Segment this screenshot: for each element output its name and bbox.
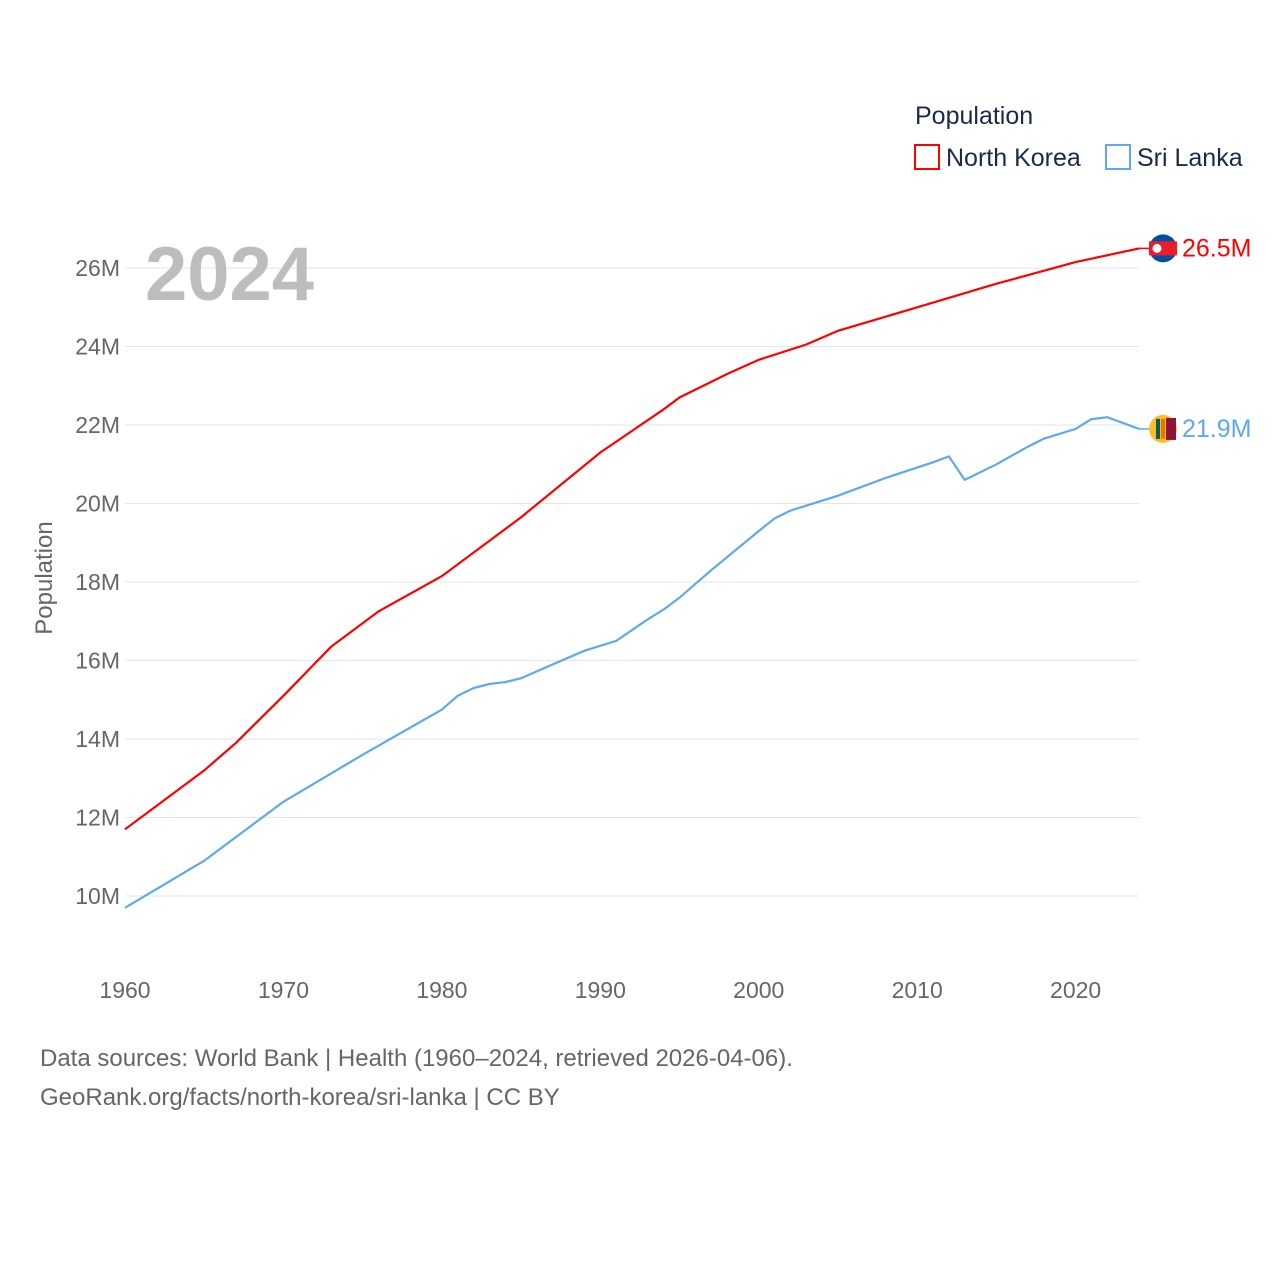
year-label: 2024 bbox=[145, 232, 314, 317]
x-tick-label: 2010 bbox=[892, 977, 943, 1003]
y-tick-label: 26M bbox=[75, 255, 120, 281]
legend-swatch bbox=[914, 144, 940, 170]
y-tick-label: 22M bbox=[75, 412, 120, 438]
flag-stripe bbox=[1161, 418, 1165, 439]
x-tick-label: 1980 bbox=[416, 977, 467, 1003]
y-axis-label: Population bbox=[31, 521, 58, 634]
footer-sources: Data sources: World Bank | Health (1960–… bbox=[40, 1045, 793, 1072]
legend-title: Population bbox=[915, 102, 1033, 130]
y-tick-label: 14M bbox=[75, 726, 120, 752]
y-tick-label: 20M bbox=[75, 491, 120, 517]
flag-field bbox=[1166, 417, 1176, 440]
legend-entry: North Korea bbox=[946, 144, 1081, 172]
end-value-label: 26.5M bbox=[1182, 234, 1251, 262]
x-tick-label: 1990 bbox=[575, 977, 626, 1003]
x-tick-label: 2000 bbox=[733, 977, 784, 1003]
y-tick-label: 18M bbox=[75, 569, 120, 595]
y-tick-label: 16M bbox=[75, 648, 120, 674]
flag-stripe bbox=[1156, 418, 1160, 439]
y-tick-label: 10M bbox=[75, 883, 120, 909]
x-tick-label: 1960 bbox=[99, 977, 150, 1003]
x-tick-label: 2020 bbox=[1050, 977, 1101, 1003]
y-tick-label: 24M bbox=[75, 334, 120, 360]
footer-link[interactable]: GeoRank.org/facts/north-korea/sri-lanka … bbox=[40, 1084, 560, 1111]
legend-entry: Sri Lanka bbox=[1137, 144, 1243, 172]
end-value-label: 21.9M bbox=[1182, 415, 1251, 443]
series-line bbox=[124, 247, 1140, 831]
x-tick-label: 1970 bbox=[258, 977, 309, 1003]
y-tick-label: 12M bbox=[75, 805, 120, 831]
series-line bbox=[124, 416, 1140, 909]
flag-star-disc bbox=[1152, 243, 1162, 253]
legend-swatch bbox=[1105, 144, 1131, 170]
